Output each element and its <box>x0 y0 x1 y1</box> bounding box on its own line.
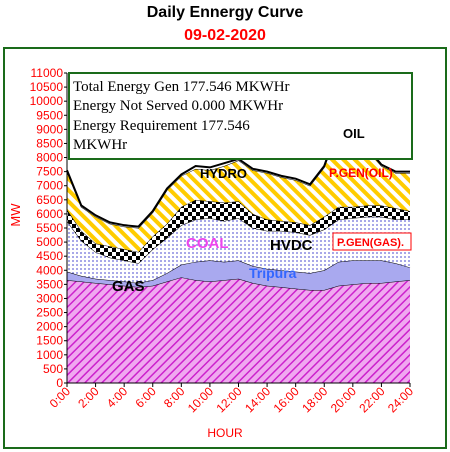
label-gas: GAS <box>112 278 145 295</box>
pgen-gas-box <box>332 232 412 251</box>
y-tick-label: 1000 <box>36 348 63 362</box>
area-pgen-oil <box>67 129 410 252</box>
chart-subtitle: 09-02-2020 <box>184 27 266 44</box>
y-tick-label: 7000 <box>36 179 63 193</box>
y-tick-label: 5000 <box>36 235 63 249</box>
label-oil: OIL <box>343 126 365 141</box>
x-axis-label: HOUR <box>207 426 243 440</box>
area-hvdc <box>67 199 410 264</box>
y-axis-label: MW <box>8 203 23 227</box>
info-box <box>68 72 413 160</box>
y-tick-label: 4000 <box>36 263 63 277</box>
y-tick-label: 10000 <box>30 94 64 108</box>
y-tick-label: 0 <box>56 376 63 390</box>
info-total-energy: Total Energy Gen 177.546 MKWHr <box>73 79 290 95</box>
y-tick-label: 3000 <box>36 291 63 305</box>
label-hvdc: HVDC <box>270 237 313 254</box>
label-pgen-gas: P.GEN(GAS). <box>337 237 404 249</box>
y-tick-label: 4500 <box>36 249 63 263</box>
area-coal <box>67 216 410 283</box>
y-tick-label: 7500 <box>36 165 63 179</box>
y-tick-label: 10500 <box>30 80 64 94</box>
y-tick-label: 5500 <box>36 221 63 235</box>
info-units: MKWHr <box>73 137 127 153</box>
y-tick-label: 2500 <box>36 306 63 320</box>
y-tick-label: 8500 <box>36 136 63 150</box>
y-tick-label: 1500 <box>36 334 63 348</box>
label-hydro: HYDRO <box>200 166 247 181</box>
y-tick-label: 8000 <box>36 151 63 165</box>
y-tick-label: 9000 <box>36 122 63 136</box>
label-tripura: Tripura <box>249 265 297 281</box>
y-tick-label: 2000 <box>36 320 63 334</box>
info-energy-requirement: Energy Requirement 177.546 <box>73 118 250 134</box>
area-tripura <box>67 260 410 290</box>
area-coal-base <box>67 277 410 383</box>
info-energy-not-served: Energy Not Served 0.000 MKWHr <box>73 98 283 114</box>
chart-title: Daily Ennergy Curve <box>147 4 304 21</box>
y-tick-label: 11000 <box>31 66 64 80</box>
y-tick-labels: 0500100015002000250030003500400045005000… <box>30 66 67 390</box>
label-coal: COAL <box>186 235 229 252</box>
area-layers <box>66 123 411 383</box>
label-pgen-oil: P.GEN(OIL) <box>329 166 393 180</box>
y-tick-label: 6500 <box>36 193 63 207</box>
y-tick-label: 6000 <box>36 207 63 221</box>
y-tick-label: 3500 <box>36 277 63 291</box>
y-tick-label: 500 <box>43 362 63 376</box>
y-tick-label: 9500 <box>36 108 63 122</box>
